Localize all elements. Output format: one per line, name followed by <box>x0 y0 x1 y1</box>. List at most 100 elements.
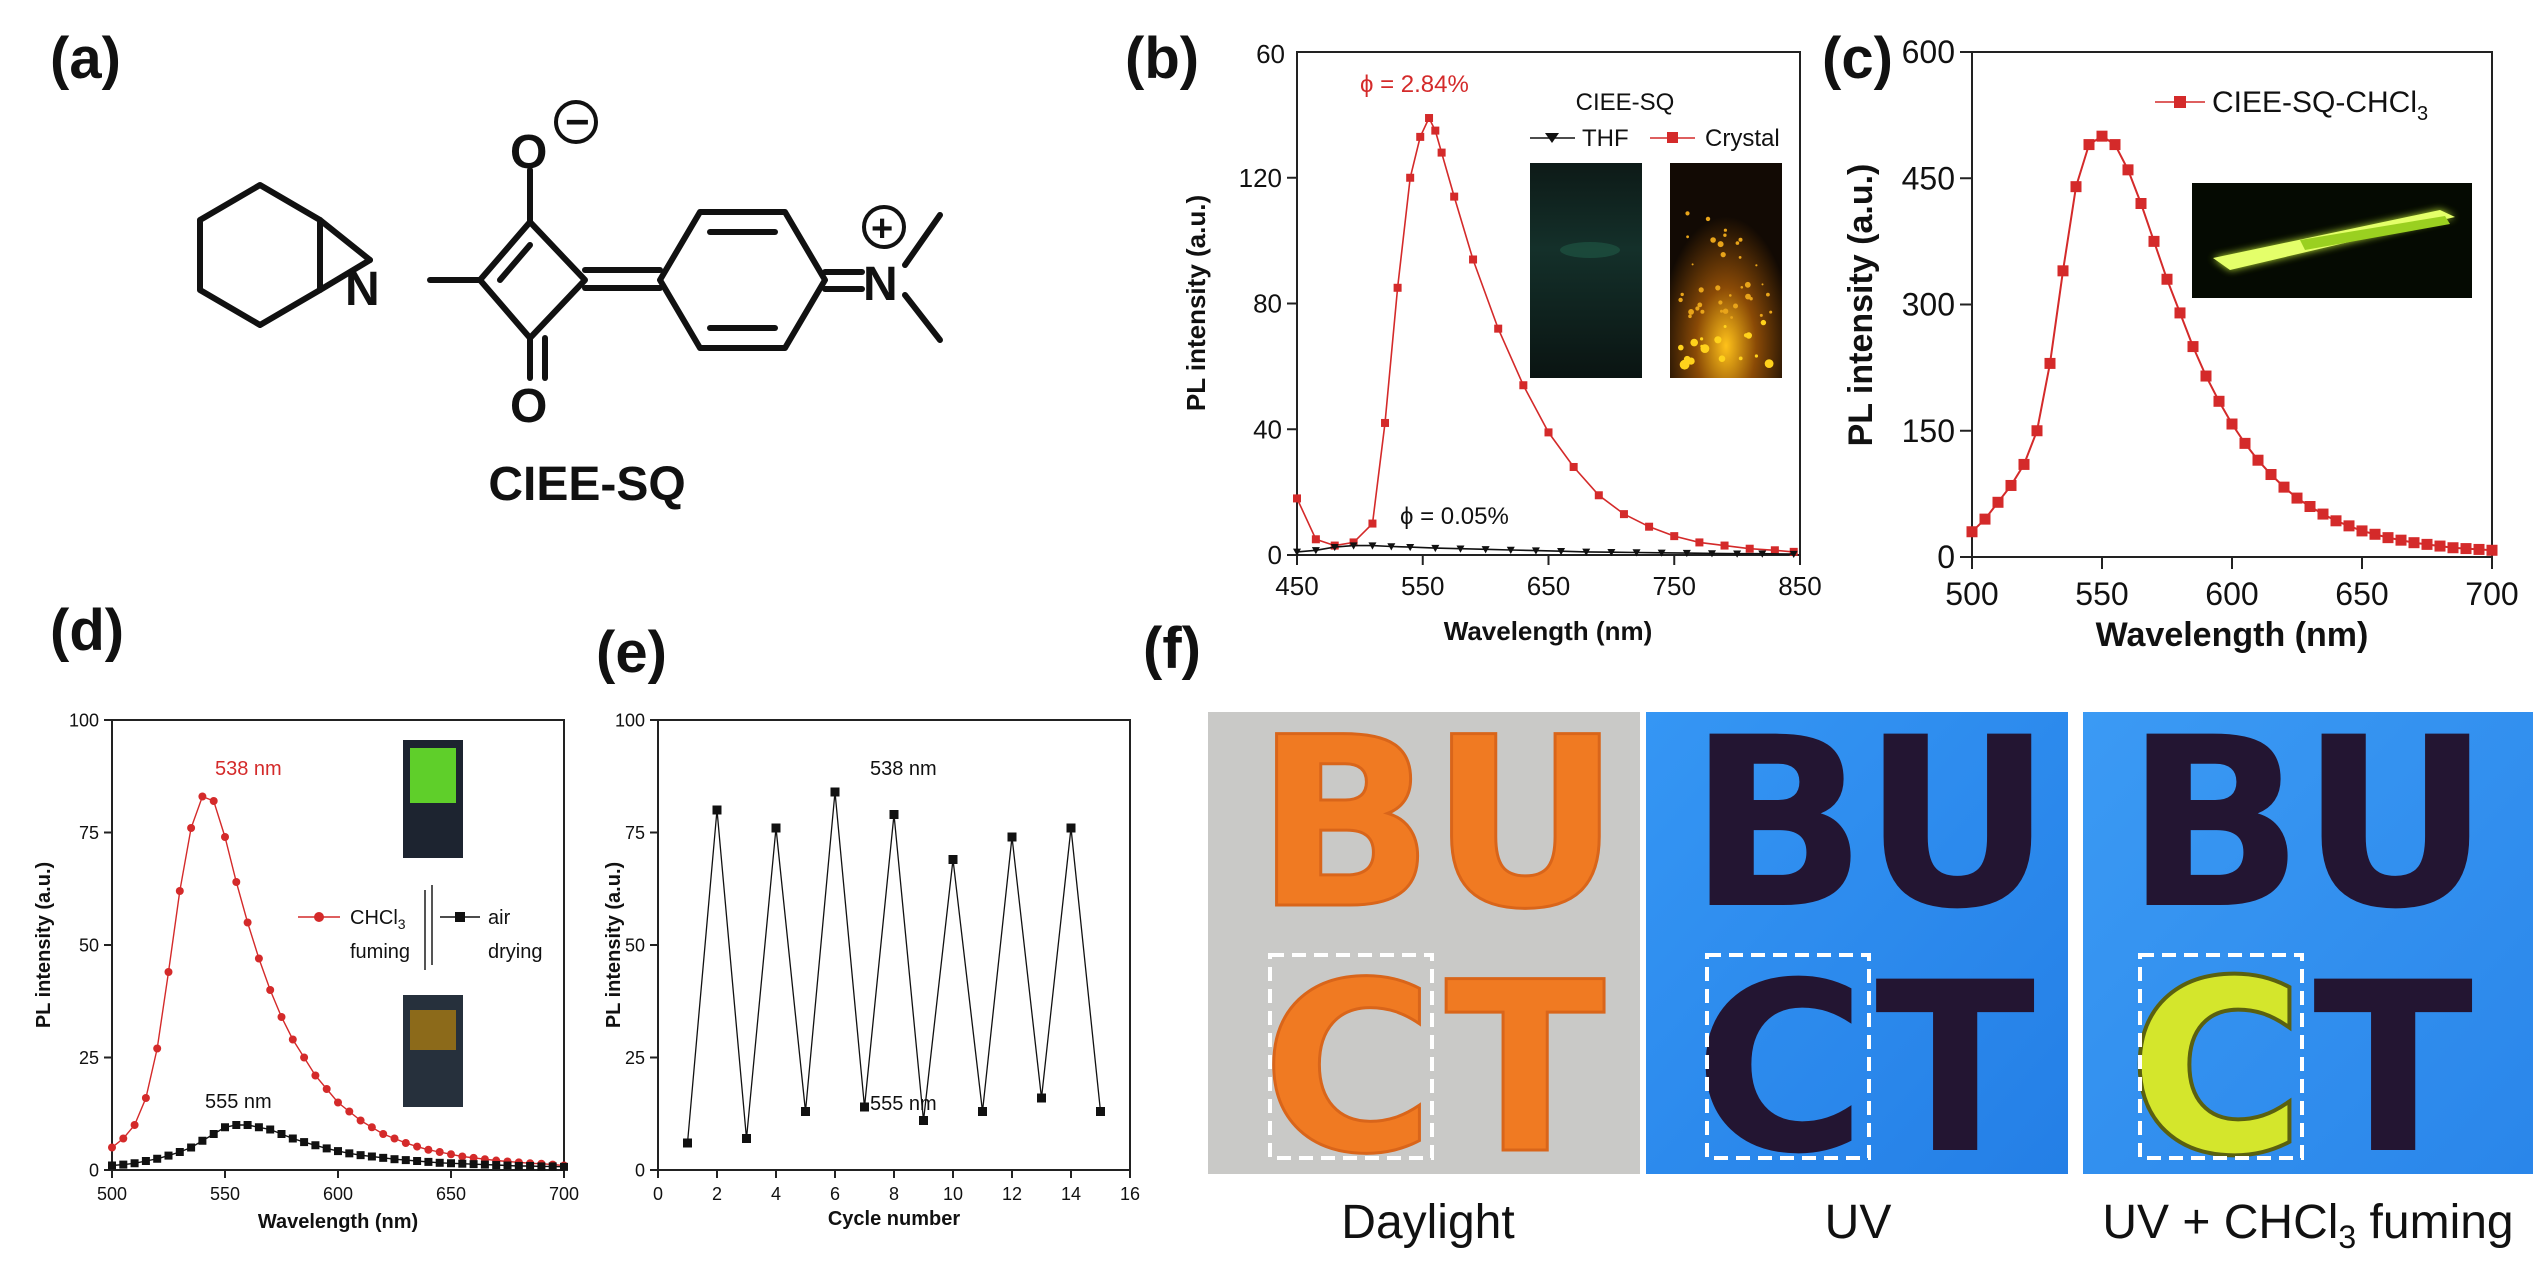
x-tick-label: 700 <box>549 1184 579 1204</box>
data-point <box>1469 255 1478 264</box>
crystal-speck <box>1705 216 1711 222</box>
data-point <box>2213 395 2225 407</box>
data-point <box>243 918 252 927</box>
data-point <box>232 1121 241 1129</box>
data-point <box>401 1156 410 1165</box>
data-point <box>198 1136 207 1145</box>
y-tick-label: 0 <box>635 1160 645 1180</box>
data-point <box>2018 458 2030 470</box>
x-tick-label: 2 <box>712 1184 722 1204</box>
letter-c: C <box>1262 933 1434 1206</box>
panel-label-f: (f) <box>1143 616 1201 681</box>
crystal-speck <box>1710 237 1716 243</box>
data-point <box>1789 550 1798 559</box>
crystal-speck <box>1754 354 1758 358</box>
data-point <box>424 1157 433 1166</box>
letter-t: T <box>1875 933 2035 1206</box>
legend-marker <box>2174 96 2186 108</box>
x-tick-label: 650 <box>436 1184 466 1204</box>
y-top-tick-label: 60 <box>1256 39 1285 69</box>
panel-label-c: (c) <box>1822 26 1893 91</box>
minus-sign: − <box>565 98 590 145</box>
data-point <box>379 1153 388 1162</box>
annotation-538: 538 nm <box>870 758 937 780</box>
data-point <box>1557 548 1566 556</box>
data-point <box>1450 192 1459 201</box>
x-tick-label: 0 <box>653 1184 663 1204</box>
data-point <box>1293 494 1301 503</box>
crystal-speck <box>1738 256 1742 259</box>
data-point <box>2109 139 2121 151</box>
data-point <box>1406 543 1415 552</box>
legend-label-air: air <box>488 907 511 929</box>
legend-label-crystal: Crystal <box>1705 125 1780 152</box>
crystal-speck <box>1738 356 1743 361</box>
y-tick-label: 150 <box>1902 413 1955 449</box>
crystal-speck <box>1678 344 1684 351</box>
legend-label-fuming: fuming <box>350 941 410 963</box>
letter-u: U <box>2300 688 2491 961</box>
data-point <box>1632 549 1641 557</box>
data-point <box>1425 114 1434 123</box>
data-point <box>1979 513 1991 525</box>
data-point <box>948 855 958 864</box>
data-point <box>2382 532 2394 544</box>
data-point <box>1582 548 1591 556</box>
data-point <box>2200 370 2212 382</box>
data-point <box>1657 549 1666 557</box>
data-point <box>1381 418 1390 427</box>
data-point <box>209 1130 218 1138</box>
data-point <box>1037 1093 1046 1103</box>
data-point <box>469 1160 478 1169</box>
data-point <box>1707 550 1716 558</box>
data-point <box>119 1160 128 1169</box>
data-point <box>187 1143 196 1152</box>
plot-frame <box>1971 51 2493 558</box>
data-point <box>2187 341 2199 353</box>
data-point <box>2330 515 2342 527</box>
data-point <box>919 1116 928 1125</box>
data-point <box>345 1149 354 1158</box>
y-tick-label: 450 <box>1902 160 1955 196</box>
x-tick-label: 500 <box>1945 576 1998 612</box>
data-point <box>2460 543 2472 555</box>
x-axis-label: Cycle number <box>828 1208 960 1230</box>
data-point <box>889 810 899 819</box>
crystal-speck <box>1718 355 1726 363</box>
crystal-speck <box>1743 333 1749 338</box>
data-point <box>2356 525 2368 537</box>
data-point <box>1745 544 1754 553</box>
annotation-555: 555 nm <box>870 1093 937 1115</box>
data-point <box>2252 454 2264 466</box>
caption-daylight: Daylight <box>1341 1196 1514 1249</box>
letter-b: B <box>1688 688 1867 961</box>
data-point <box>1311 547 1320 555</box>
data-point <box>2486 544 2498 556</box>
data-point <box>334 1098 342 1107</box>
data-point <box>1569 462 1578 471</box>
crystal-speck <box>1730 316 1733 319</box>
data-point <box>560 1162 568 1171</box>
x-tick-label: 6 <box>830 1184 840 1204</box>
data-point <box>1293 548 1301 556</box>
crystal-speck <box>1685 211 1690 216</box>
crystal-speck <box>1723 233 1727 237</box>
data-point <box>2148 235 2160 247</box>
data-point <box>300 1138 309 1147</box>
letter-b: B <box>2125 688 2304 961</box>
data-point <box>1720 541 1729 550</box>
data-point <box>469 1153 478 1162</box>
legend-marker-chcl3 <box>314 912 324 922</box>
data-point <box>2278 481 2290 493</box>
data-point <box>187 824 196 832</box>
x-axis-label: Wavelength (nm) <box>1444 616 1652 646</box>
y-tick-label: 120 <box>1239 163 1282 193</box>
crystal-speck <box>1714 336 1722 344</box>
thf-vial-photo <box>1530 163 1642 378</box>
data-point <box>2096 130 2108 142</box>
data-point <box>2317 508 2329 520</box>
data-point <box>413 1142 422 1151</box>
data-point <box>288 1035 297 1044</box>
data-point <box>108 1161 116 1170</box>
